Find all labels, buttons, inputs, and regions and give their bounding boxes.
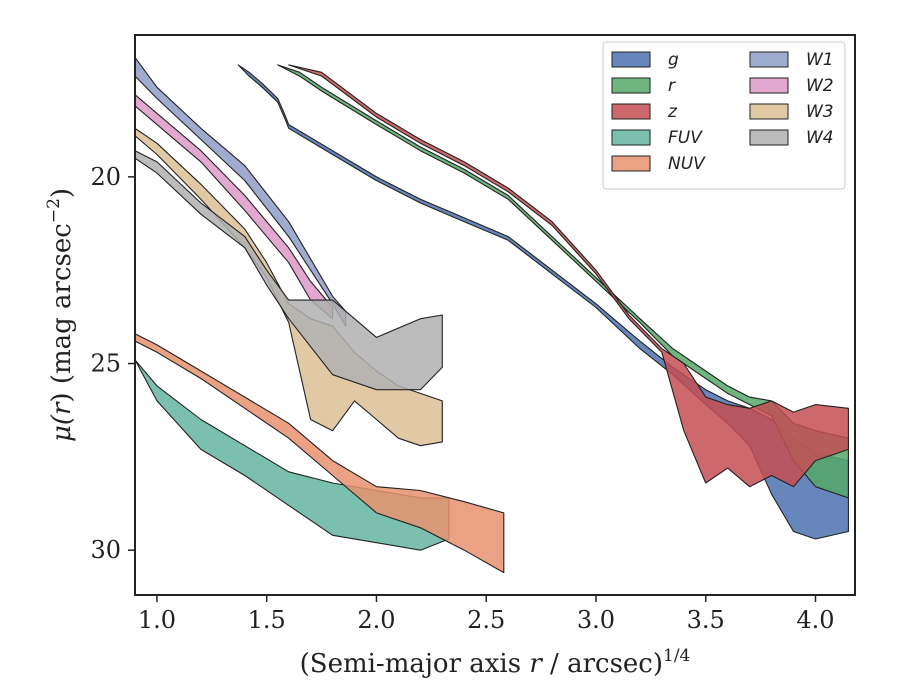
legend-label-nuv: NUV bbox=[668, 154, 706, 174]
x-tick-label: 2.5 bbox=[467, 606, 505, 634]
x-axis-ticks: 1.0 1.5 2.0 2.5 3.0 3.5 4.0 bbox=[138, 595, 835, 634]
legend-label-fuv: FUV bbox=[668, 128, 703, 148]
y-axis-ticks: 20 25 30 bbox=[90, 163, 135, 564]
x-tick-label: 2.0 bbox=[357, 606, 395, 634]
legend-label-w2: W2 bbox=[806, 76, 834, 96]
legend-swatch-w1 bbox=[749, 51, 789, 68]
legend-label-w4: W4 bbox=[806, 128, 834, 148]
legend-swatch-w3 bbox=[749, 103, 789, 120]
legend-swatch-w4 bbox=[749, 129, 789, 146]
legend-label-r: r bbox=[668, 76, 676, 96]
legend-swatch-nuv bbox=[611, 155, 651, 172]
legend-label-w1: W1 bbox=[806, 50, 834, 70]
plot-frame bbox=[134, 34, 856, 596]
series-band-nuv bbox=[135, 333, 505, 574]
y-tick-label: 20 bbox=[90, 163, 121, 191]
x-tick-label: 1.5 bbox=[248, 606, 286, 634]
x-tick-label: 1.0 bbox=[138, 606, 176, 634]
legend-label-g: g bbox=[668, 50, 679, 70]
legend-label-z: z bbox=[667, 102, 678, 122]
y-axis-label: μ(r) (mag arcsec−2) bbox=[44, 188, 77, 442]
legend-swatch-g bbox=[611, 51, 651, 68]
series-band-z bbox=[288, 64, 849, 488]
legend: grz FUV NUV W1 W2 W3 W4 bbox=[602, 41, 846, 190]
x-tick-label: 3.0 bbox=[577, 606, 615, 634]
legend-swatch-fuv bbox=[611, 129, 651, 146]
y-tick-label: 25 bbox=[90, 350, 121, 378]
legend-swatch-r bbox=[611, 77, 651, 94]
x-tick-label: 4.0 bbox=[796, 606, 834, 634]
legend-swatch-z bbox=[611, 103, 651, 120]
x-tick-label: 3.5 bbox=[687, 606, 725, 634]
y-tick-label: 30 bbox=[90, 536, 121, 564]
series-band-w4 bbox=[135, 150, 443, 391]
x-axis-label: (Semi-major axis r / arcsec)1/4 bbox=[300, 646, 691, 679]
legend-label-w3: W3 bbox=[806, 102, 834, 122]
series-area-layer bbox=[135, 56, 849, 574]
legend-swatch-w2 bbox=[749, 77, 789, 94]
